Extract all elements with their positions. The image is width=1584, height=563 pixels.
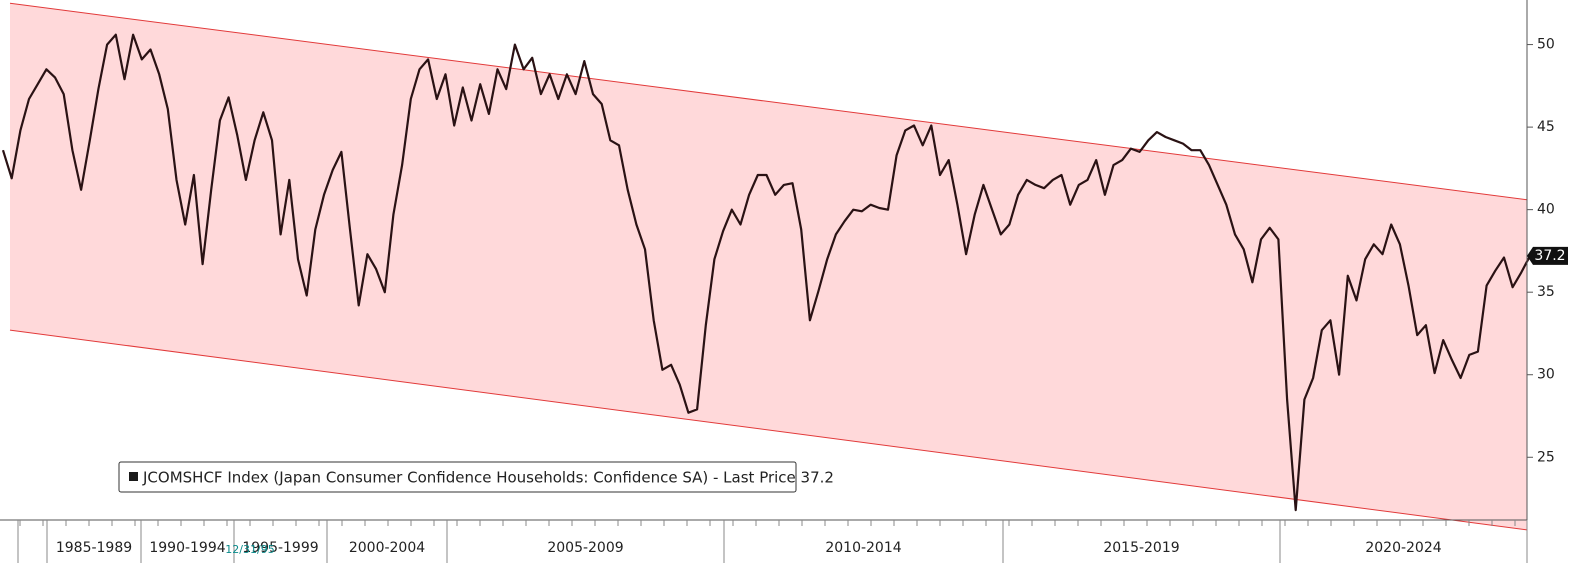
x-tick-label: 2000-2004 [349, 540, 425, 556]
legend-swatch [129, 472, 138, 481]
x-tick-label: 1995-1999 [242, 540, 318, 556]
y-tick-label: 40 [1537, 202, 1555, 218]
y-tick-label: 50 [1537, 37, 1555, 53]
last-price-label: 37.2 [1534, 248, 1565, 264]
x-tick-label: 1990-1994 [149, 540, 225, 556]
last-price-box [1527, 246, 1568, 265]
plot-area [1, 2, 1531, 531]
channel-band [10, 3, 1527, 530]
series-line [1, 33, 1531, 512]
y-tick-label: 45 [1537, 119, 1555, 135]
y-tick-label: 25 [1537, 449, 1555, 465]
channel-upper [9, 2, 1528, 201]
x-tick-label: 2020-2024 [1365, 540, 1441, 556]
cursor-date: 12/31/95 [225, 543, 274, 556]
legend-box [118, 461, 797, 493]
legend-label: JCOMSHCF Index (Japan Consumer Confidenc… [142, 469, 834, 487]
x-tick-label: 2005-2009 [547, 540, 623, 556]
x-tick-label: 1985-1989 [56, 540, 132, 556]
channel-lower [9, 329, 1528, 531]
legend: JCOMSHCF Index (Japan Consumer Confidenc… [118, 461, 834, 493]
x-tick-label: 2010-2014 [825, 540, 901, 556]
y-tick-label: 30 [1537, 367, 1555, 383]
y-tick-label: 35 [1537, 284, 1555, 300]
x-tick-label: 2015-2019 [1103, 540, 1179, 556]
